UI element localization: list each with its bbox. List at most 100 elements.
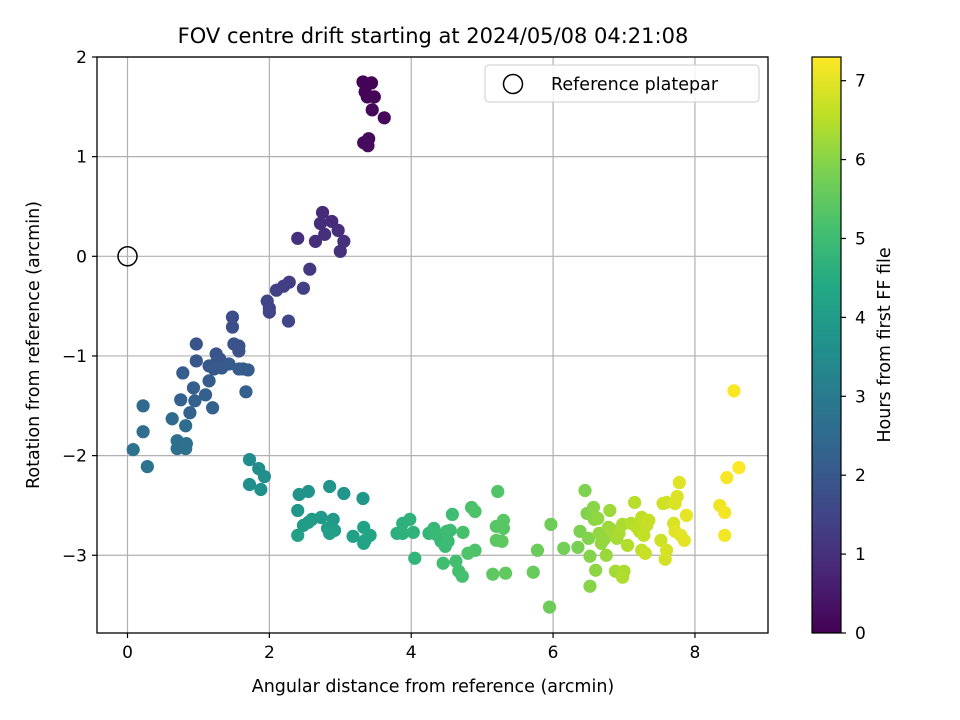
data-point <box>331 223 345 237</box>
data-point <box>571 540 585 554</box>
colorbar-tick-label: 0 <box>855 624 866 644</box>
data-point <box>679 508 694 523</box>
data-point <box>496 521 511 535</box>
data-point <box>396 526 410 540</box>
data-point <box>291 231 305 245</box>
data-point <box>586 500 601 515</box>
data-point <box>436 556 450 570</box>
data-point <box>179 442 193 456</box>
colorbar: 0 1 2 3 4 5 6 7 Hours from first FF file <box>811 56 895 644</box>
data-point <box>495 534 509 548</box>
data-point <box>136 425 150 439</box>
legend-entry: Reference platepar <box>551 75 719 95</box>
data-point <box>461 546 475 560</box>
data-point <box>542 600 557 614</box>
data-point <box>583 549 597 563</box>
x-axis-label: Angular distance from reference (arcmin) <box>252 677 615 697</box>
data-point <box>126 443 140 457</box>
x-tick-label: 2 <box>264 643 275 663</box>
data-point <box>589 563 603 577</box>
data-point <box>603 503 617 518</box>
data-point <box>654 533 668 547</box>
data-point <box>732 460 746 475</box>
data-point <box>403 512 417 526</box>
legend: Reference platepar <box>484 64 760 103</box>
colorbar-label: Hours from first FF file <box>875 247 895 442</box>
data-point <box>186 381 201 395</box>
data-point <box>188 394 202 408</box>
data-point <box>449 554 463 568</box>
data-point <box>291 528 305 542</box>
data-point <box>239 385 253 399</box>
colorbar-gradient <box>812 57 841 633</box>
data-point <box>140 459 154 474</box>
colorbar-frame <box>811 56 842 634</box>
colorbar-tick-label: 2 <box>855 466 866 486</box>
data-point <box>315 205 330 220</box>
y-tick-label: 1 <box>76 148 87 168</box>
data-point <box>486 567 500 581</box>
y-tick-label: −1 <box>62 347 87 367</box>
data-point <box>441 534 455 548</box>
data-point <box>262 305 276 319</box>
data-point <box>727 384 741 398</box>
data-point <box>544 517 558 531</box>
data-point <box>206 401 220 415</box>
data-point <box>174 393 188 407</box>
x-tick-label: 0 <box>122 643 133 663</box>
data-point <box>236 362 250 376</box>
data-point <box>530 543 545 557</box>
data-point <box>615 570 630 584</box>
data-point <box>303 262 317 276</box>
reference-marker <box>117 246 138 267</box>
data-point <box>165 412 179 426</box>
colorbar-tick-label: 1 <box>855 545 866 565</box>
data-point <box>179 419 193 433</box>
data-point <box>308 234 323 248</box>
data-point <box>356 491 370 506</box>
data-point <box>620 538 635 552</box>
data-point <box>670 489 684 504</box>
data-points <box>126 75 746 614</box>
y-axis-ticks: 2 1 0 −1 −2 −3 <box>62 48 97 566</box>
data-point <box>591 511 605 525</box>
data-point <box>222 357 236 371</box>
plot-frame <box>96 56 769 634</box>
data-point <box>242 453 257 467</box>
data-point <box>346 529 360 543</box>
data-point <box>323 526 337 540</box>
legend-box <box>484 64 760 103</box>
data-point <box>468 504 482 519</box>
y-tick-label: −2 <box>62 447 87 467</box>
data-point <box>269 283 284 297</box>
data-point <box>337 486 351 501</box>
data-point <box>491 484 505 499</box>
data-point <box>408 551 422 565</box>
data-point <box>557 541 571 555</box>
legend-marker <box>502 73 524 95</box>
data-point <box>365 103 379 117</box>
data-point <box>455 569 469 583</box>
colorbar-ticks: 0 1 2 3 4 5 6 7 <box>841 72 866 644</box>
y-tick-label: −3 <box>62 546 87 566</box>
data-point <box>498 566 513 580</box>
data-point <box>677 533 691 547</box>
data-point <box>183 406 197 420</box>
data-point <box>718 528 732 542</box>
data-point <box>456 525 470 539</box>
data-point <box>628 495 642 510</box>
data-point <box>301 515 315 529</box>
data-point <box>189 337 203 351</box>
data-point <box>440 524 454 538</box>
data-point <box>333 244 347 258</box>
data-point <box>718 505 732 520</box>
data-point <box>583 579 597 593</box>
chart-title: FOV centre drift starting at 2024/05/08 … <box>178 24 689 48</box>
data-point <box>377 111 391 125</box>
y-axis-label: Rotation from reference (arcmin) <box>24 201 44 489</box>
data-point <box>242 477 257 492</box>
data-point <box>202 374 216 388</box>
data-point <box>313 216 328 231</box>
